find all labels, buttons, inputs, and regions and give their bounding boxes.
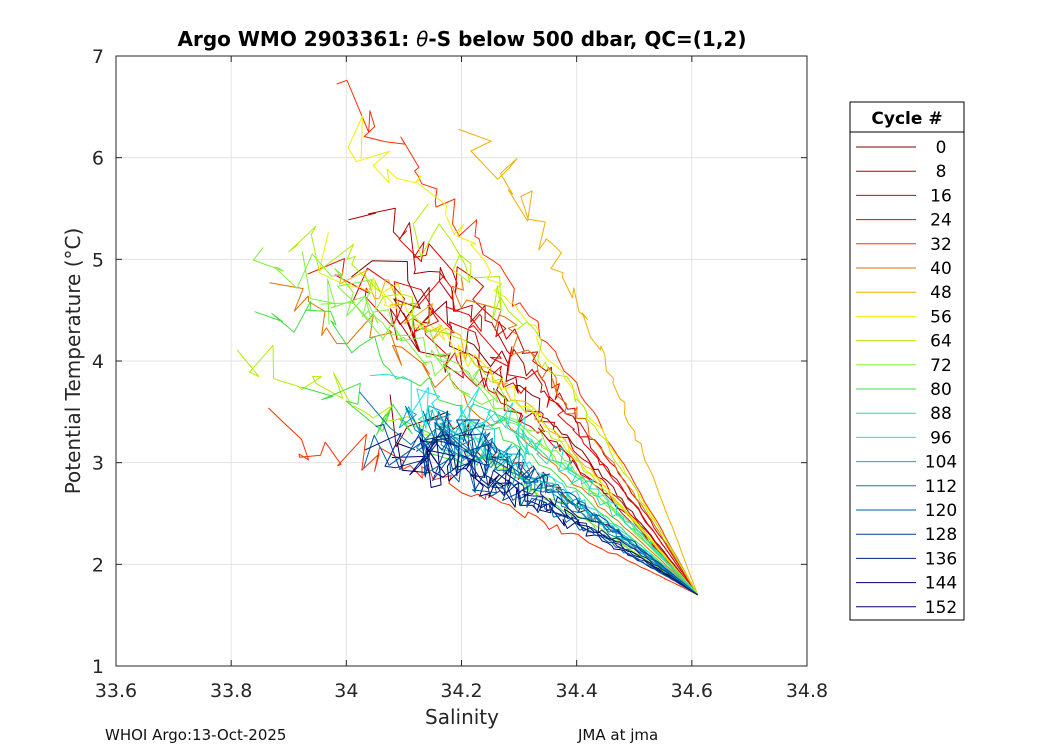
profile-line — [451, 277, 699, 596]
profile-line — [307, 258, 698, 596]
legend-label: 144 — [925, 574, 957, 594]
profile-line — [415, 410, 698, 596]
legend-label: 56 — [930, 307, 952, 327]
legend-title: Cycle # — [871, 109, 942, 129]
legend-label: 104 — [925, 453, 957, 473]
profile-line — [338, 269, 698, 596]
legend-label: 24 — [930, 211, 952, 231]
legend-entries: 0 8 16 24 32 40 48 56 64 72 80 88 96 104 112 120 128 136 1… — [856, 138, 957, 618]
y-tick-label: 7 — [92, 46, 104, 68]
profile-line — [348, 207, 699, 596]
legend-label: 96 — [930, 428, 952, 448]
legend-label: 88 — [930, 404, 952, 424]
profile-line — [288, 225, 698, 596]
legend-label: 16 — [930, 186, 952, 206]
profile-line — [363, 434, 698, 596]
legend-label: 136 — [925, 549, 957, 569]
legend-label: 64 — [930, 332, 952, 352]
y-tick-label: 5 — [92, 249, 104, 271]
x-tick-label: 33.8 — [210, 680, 252, 702]
profile-line — [458, 128, 699, 595]
y-axis-label: Potential Temperature (°C) — [61, 228, 85, 495]
profile-line — [416, 423, 698, 596]
legend-label: 40 — [930, 259, 952, 279]
chart-title: Argo WMO 2903361: θ-S below 500 dbar, QC… — [178, 27, 747, 51]
legend-label: 8 — [936, 162, 947, 182]
profile-line — [327, 278, 698, 596]
profile-line — [456, 387, 698, 596]
x-axis-label: Salinity — [425, 705, 499, 729]
legend: Cycle # 0 8 16 24 32 40 48 56 64 72 80 88 96 104 112 12… — [849, 101, 965, 621]
y-tick-label: 2 — [92, 554, 104, 576]
legend-label: 128 — [925, 525, 957, 545]
legend-label: 112 — [925, 477, 957, 497]
profile-line — [351, 267, 698, 596]
y-tick-label: 3 — [92, 453, 104, 475]
legend-label: 48 — [930, 283, 952, 303]
profile-line — [416, 275, 699, 596]
legend-label: 72 — [930, 356, 952, 376]
legend-label: 0 — [936, 138, 947, 158]
profile-line — [336, 79, 699, 596]
x-tick-label: 34.2 — [440, 680, 482, 702]
profile-line — [254, 301, 698, 596]
profile-line — [419, 430, 698, 596]
y-tick-label: 6 — [92, 148, 104, 170]
x-tick-label: 34.8 — [786, 680, 828, 702]
profile-line — [364, 432, 698, 596]
footer-institution: JMA at jma — [578, 726, 659, 744]
profile-line — [398, 230, 699, 596]
x-tick-label: 33.6 — [95, 680, 137, 702]
x-tick-label: 34.6 — [671, 680, 713, 702]
footer-source: WHOI Argo:13-Oct-2025 — [105, 726, 287, 744]
x-tick-label: 34 — [334, 680, 358, 702]
x-tick-label: 34.4 — [556, 680, 598, 702]
legend-label: 120 — [925, 501, 957, 521]
profile-line — [389, 308, 698, 596]
profile-line — [347, 115, 699, 596]
legend-label: 80 — [930, 380, 952, 400]
legend-label: 32 — [930, 235, 952, 255]
legend-box — [849, 101, 965, 621]
y-tick-label: 4 — [92, 351, 104, 373]
y-tick-label: 1 — [92, 656, 104, 678]
profile-line — [412, 203, 699, 596]
profile-line — [441, 403, 698, 596]
legend-label: 152 — [925, 598, 957, 618]
profile-line — [268, 407, 698, 596]
profiles — [236, 79, 699, 596]
